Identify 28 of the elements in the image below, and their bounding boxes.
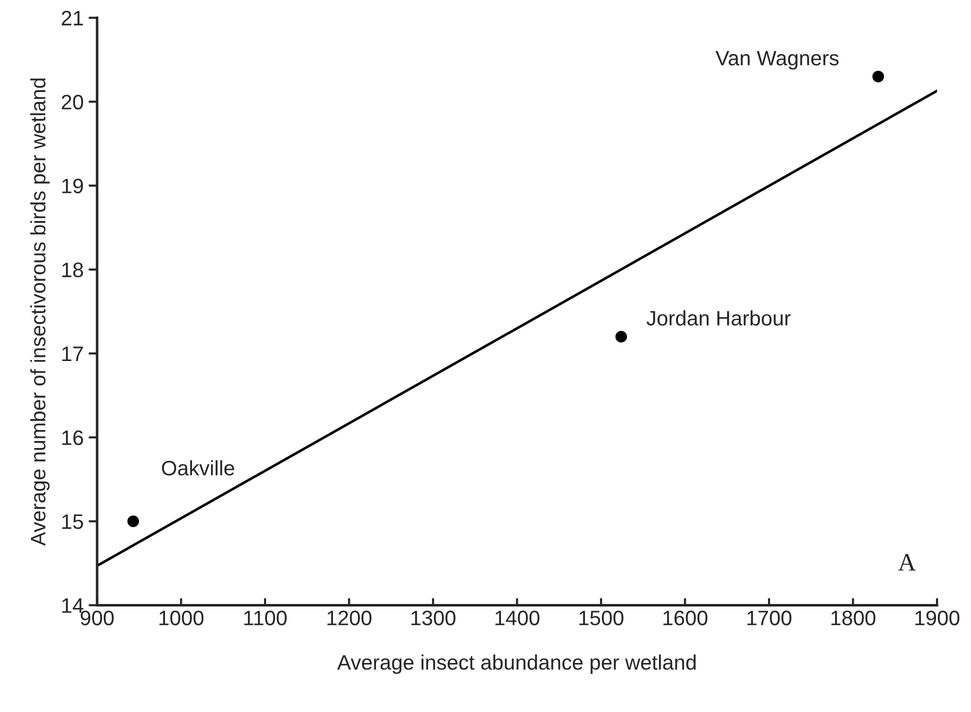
- x-tick-label: 1000: [160, 610, 204, 626]
- y-tick-label: 21: [62, 10, 83, 26]
- x-tick-label: 1700: [747, 610, 792, 626]
- x-tick-label: 1600: [663, 610, 708, 626]
- y-tick-label: 15: [62, 514, 84, 530]
- y-tick-label: 16: [62, 430, 83, 446]
- y-tick-label: 20: [62, 94, 84, 110]
- x-tick-label: 1400: [495, 610, 540, 626]
- annotation: Van Wagners: [716, 50, 839, 70]
- point: [127, 515, 140, 528]
- x-tick-label: 1100: [244, 610, 287, 626]
- y-tick-label: 17: [62, 346, 83, 362]
- y-tick-label: 18: [62, 262, 83, 278]
- annotation: A: [898, 554, 916, 571]
- x-tick-label: 900: [80, 610, 114, 626]
- y-tick-label: 14: [62, 598, 84, 613]
- x-tick-label: 1800: [831, 610, 876, 626]
- annotation: Oakville: [162, 460, 234, 476]
- x-tick-label: 1500: [579, 610, 624, 626]
- x-tick-label: 1900: [915, 610, 960, 626]
- point: [615, 330, 628, 342]
- point: [872, 70, 884, 82]
- annotation: Jordan Harbour: [646, 310, 791, 326]
- y-tick-label: 19: [62, 178, 83, 194]
- x-tick-label: 1300: [411, 610, 456, 626]
- y-axis-title: Average number of insectivorous birds per wetland: [30, 78, 50, 546]
- x-axis-title: Average insect abundance per wetland: [337, 654, 696, 674]
- x-tick-label: 1200: [327, 610, 372, 626]
